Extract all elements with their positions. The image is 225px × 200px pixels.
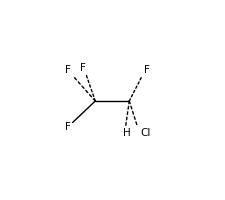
Text: F: F <box>65 65 71 75</box>
Text: Cl: Cl <box>141 128 151 138</box>
Text: F: F <box>65 122 71 132</box>
Text: H: H <box>123 128 130 138</box>
Text: F: F <box>144 65 150 75</box>
Text: F: F <box>80 63 86 73</box>
